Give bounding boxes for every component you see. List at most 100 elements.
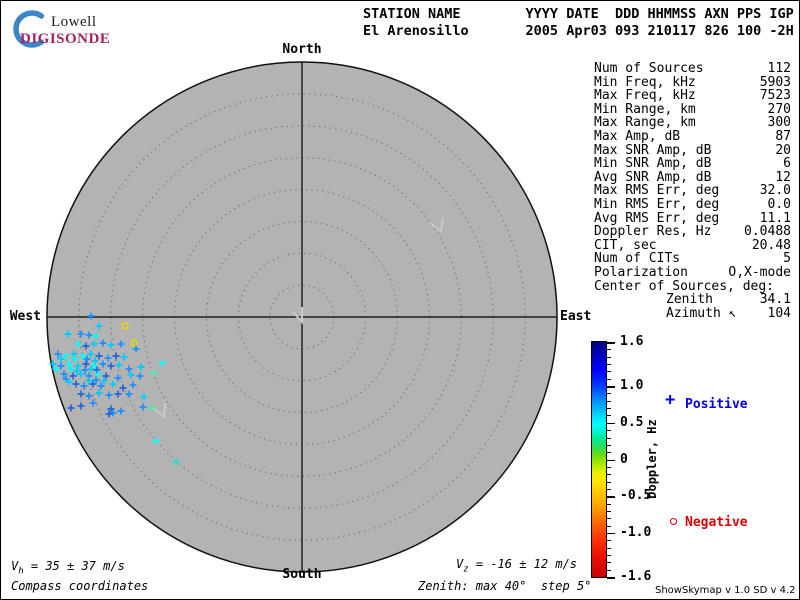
stats-row: Zenith 34.1 [594, 293, 791, 307]
stats-row: Max Amp, dB 87 [594, 130, 791, 144]
colorbar-major-tick [607, 422, 615, 425]
source-point-positive [132, 345, 140, 353]
colorbar-minor-tick [607, 349, 611, 351]
source-point-positive [71, 355, 79, 363]
source-point-positive [85, 377, 93, 385]
colorbar-tick-label: 1.6 [620, 334, 644, 349]
source-point-positive [90, 340, 98, 348]
source-point-positive [95, 389, 103, 397]
source-point-positive [74, 362, 82, 370]
colorbar-minor-tick [607, 400, 611, 402]
stat-value: O,X-mode [728, 264, 791, 280]
stat-label: Min RMS Err, deg [594, 196, 720, 212]
negative-circle-icon [670, 518, 677, 525]
version-text: ShowSkymap v 1.0 SD v 4.2 [655, 585, 796, 596]
logo-crescent-icon [13, 10, 51, 48]
source-point-positive [82, 342, 90, 350]
source-point-positive [73, 367, 81, 375]
direction-marker [152, 402, 166, 419]
source-point-positive [99, 339, 107, 347]
source-point-positive [79, 352, 87, 360]
source-point-positive [109, 380, 117, 388]
stat-value: 270 [767, 101, 791, 117]
source-point-positive [117, 407, 125, 415]
source-point-positive [104, 354, 112, 362]
stat-value: 32.0 [759, 183, 791, 199]
source-point-positive [109, 409, 117, 417]
compass-label-south: South [282, 567, 322, 582]
stats-row: Min RMS Err, deg 0.0 [594, 198, 791, 212]
source-point-positive [120, 353, 128, 361]
colorbar-major-tick [607, 386, 615, 388]
source-point-negative [121, 322, 129, 330]
source-point-positive [87, 350, 95, 358]
colorbar-minor-tick [607, 503, 611, 505]
direction-marker [292, 307, 303, 325]
stats-row: Min SNR Amp, dB 6 [594, 157, 791, 171]
colorbar-minor-tick [607, 555, 611, 556]
source-point-positive [125, 390, 133, 398]
source-point-positive [65, 360, 73, 368]
source-point-positive [52, 365, 60, 373]
zenith-scale-note: Zenith: max 40° step 5° [418, 579, 592, 593]
source-point-positive [77, 370, 85, 378]
source-point-positive [137, 363, 145, 371]
stat-value: 112 [767, 61, 791, 76]
stat-label: Num of CITs [594, 251, 681, 267]
stats-row: Avg SNR Amp, dB 12 [594, 171, 791, 185]
source-point-positive [158, 359, 166, 367]
stat-value: 20 [775, 142, 791, 158]
source-point-positive [148, 404, 156, 412]
stat-value: 6 [783, 156, 791, 172]
stats-row: Azimuth ↖ 104 [594, 307, 791, 321]
source-point-positive [100, 377, 108, 385]
stat-value: 12 [775, 169, 791, 185]
stat-label: Azimuth ↖ [666, 305, 737, 321]
source-point-positive [89, 399, 97, 407]
compass-label-west: West [9, 309, 41, 324]
source-point-positive [105, 391, 113, 399]
source-point-positive [140, 393, 148, 401]
stat-value: 5903 [759, 74, 791, 90]
legend-positive-label: Positive [685, 397, 748, 412]
source-point-positive [152, 437, 160, 445]
stat-label: Avg RMS Err, deg [594, 210, 720, 226]
source-point-positive [119, 384, 127, 392]
colorbar-minor-tick [607, 408, 611, 410]
stat-label: Max Range, km [594, 115, 696, 131]
colorbar-major-tick [607, 532, 615, 535]
source-point-positive [49, 360, 57, 368]
source-point-positive [89, 380, 97, 388]
colorbar-tick-label: 0.5 [620, 414, 644, 430]
source-point-positive [74, 340, 82, 348]
colorbar-tick-label: -0.5 [620, 488, 652, 504]
colorbar-minor-tick [607, 378, 611, 380]
colorbar-minor-tick [607, 415, 611, 417]
source-point-positive [82, 360, 90, 368]
colorbar-minor-tick [607, 474, 611, 476]
source-point-positive [99, 360, 107, 368]
colorbar-minor-tick [607, 510, 611, 512]
colorbar-minor-tick [607, 562, 611, 564]
stats-row: Max RMS Err, deg 32.0 [594, 184, 791, 198]
source-point-positive [115, 361, 123, 369]
stats-row: Num of CITs 5 [594, 252, 791, 266]
source-point-negative [130, 339, 138, 347]
source-point-positive [95, 322, 103, 330]
stat-label: Doppler Res, Hz [594, 224, 712, 240]
horizontal-velocity-readout: Vh = 35 ± 37 m/s [11, 559, 125, 577]
colorbar-minor-tick [607, 371, 611, 373]
stat-label: Max Amp, dB [594, 128, 681, 144]
source-point-positive [105, 410, 113, 418]
stats-row: Max SNR Amp, dB 20 [594, 142, 791, 158]
colorbar-tick-label: 1.0 [620, 378, 644, 394]
stat-label: Min Freq, kHz [594, 74, 696, 90]
source-point-positive [67, 365, 75, 373]
digisonde-logo: Lowell DIGISONDE [7, 7, 127, 51]
stat-label: Num of Sources [594, 61, 704, 76]
source-point-positive [62, 352, 70, 360]
stat-value: 104 [767, 305, 791, 321]
colorbar-minor-tick [607, 540, 611, 542]
